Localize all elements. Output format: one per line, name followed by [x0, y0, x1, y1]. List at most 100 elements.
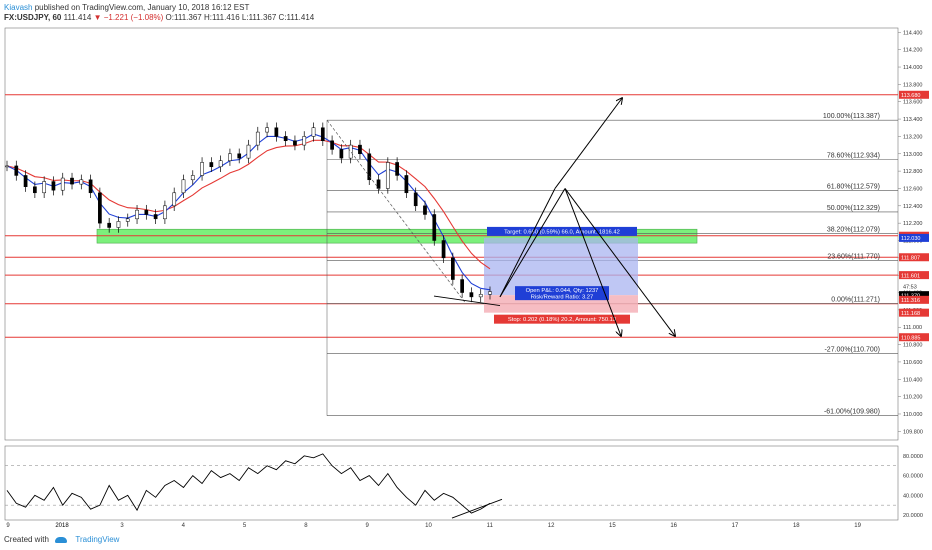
pnl-label-box — [515, 286, 609, 301]
price-candle — [33, 186, 37, 194]
axis-badge — [899, 233, 929, 242]
target-label: Target: 0.660 (0.59%) 66.0, Amount: 1816… — [504, 229, 620, 235]
scenario-arrow — [499, 188, 556, 298]
price-candle — [413, 192, 418, 207]
price-candle — [283, 136, 288, 142]
y-tick-label: 110.800 — [903, 343, 922, 349]
symbol-label[interactable]: FX:USDJPY, 60 — [4, 13, 62, 22]
price-candle — [172, 192, 177, 207]
price-candle — [228, 153, 232, 161]
slow-moving-average — [6, 139, 491, 270]
level-badge-label: 113.680 — [901, 93, 920, 99]
price-candle — [135, 209, 139, 220]
price-candle — [190, 175, 195, 181]
price-candle — [42, 181, 47, 194]
rsi-tick-label: 60.0000 — [903, 474, 923, 480]
price-candle — [488, 291, 492, 295]
y-tick-label: 109.800 — [903, 429, 923, 435]
rsi-line — [6, 453, 491, 514]
price-candle — [60, 177, 65, 191]
y-tick-label: 110.400 — [903, 377, 922, 383]
level-badge-label: 111.807 — [901, 255, 920, 261]
tradingview-brand[interactable]: TradingView — [75, 535, 120, 544]
y-tick-label: 113.000 — [903, 152, 922, 158]
price-candle — [311, 127, 316, 137]
price-candle — [79, 179, 84, 185]
y-tick-label: 112.800 — [903, 169, 922, 175]
y-tick-label: 110.200 — [903, 395, 922, 401]
scenario-arrow — [499, 188, 566, 298]
y-tick-label: 112.400 — [903, 204, 922, 210]
target-zone — [484, 237, 638, 296]
price-candle — [432, 214, 437, 241]
y-tick-label: 111.000 — [903, 325, 922, 331]
price-candle — [163, 205, 167, 220]
price-candle — [320, 127, 325, 142]
price-candle — [367, 153, 372, 181]
price-change: ▼ −1.221 (−1.08%) — [93, 13, 164, 22]
x-tick-label: 10 — [425, 523, 432, 529]
fib-trend-line — [326, 119, 467, 304]
scenario-arrow — [554, 98, 622, 189]
price-candle — [14, 165, 19, 176]
price-candle — [339, 149, 344, 159]
x-tick-label: 9 — [366, 523, 370, 529]
price-candle — [237, 153, 242, 159]
target-label-box — [487, 226, 637, 236]
pnl-label: Open P&L: 0.044, Qty: 1237 — [526, 288, 599, 294]
last-price: 111.414 — [63, 13, 92, 22]
y-tick-label: 110.000 — [903, 412, 922, 418]
fib-level-label: 50.00%(112.329) — [827, 205, 880, 212]
price-candle — [460, 279, 464, 293]
level-badge-label: 111.601 — [901, 273, 920, 279]
price-candle — [302, 136, 307, 146]
footer: Created with TradingView — [4, 535, 119, 544]
price-candle — [450, 257, 455, 280]
price-candle — [51, 181, 56, 191]
axis-badge-label: 111.316 — [901, 298, 920, 304]
fib-level-label: 78.60%(112.934) — [827, 152, 880, 159]
rr-label: Risk/Reward Ratio: 3.27 — [531, 295, 594, 301]
price-candle — [348, 144, 353, 159]
y-tick-label: 112.600 — [903, 186, 922, 192]
axis-badge-label: 111.168 — [901, 311, 920, 317]
price-candle — [330, 140, 334, 150]
author-name[interactable]: Kiavash — [4, 3, 33, 12]
price-candle — [23, 175, 28, 187]
chart-header-line2: FX:USDJPY, 60 111.414 ▼ −1.221 (−1.08%) … — [4, 13, 314, 22]
y-tick-label: 113.400 — [903, 117, 922, 123]
rsi-tick-label: 80.0000 — [903, 454, 923, 460]
rsi-trend-line — [451, 498, 503, 519]
x-tick-label: 17 — [732, 523, 739, 529]
y-tick-label: 113.800 — [903, 82, 922, 88]
x-tick-label: 5 — [243, 523, 247, 529]
price-candle — [70, 177, 74, 185]
fib-level-label: 61.80%(112.579) — [827, 183, 880, 190]
stop-label: Stop: 0.202 (0.18%) 20.2, Amount: 750.13 — [508, 317, 616, 323]
x-tick-label: 16 — [670, 523, 677, 529]
level-badge-label: 110.885 — [901, 335, 920, 341]
price-candle — [441, 240, 446, 259]
level-badge — [899, 271, 929, 280]
axis-badge — [899, 291, 929, 300]
level-badge — [899, 90, 929, 99]
price-candle — [358, 144, 362, 155]
price-candle — [125, 218, 130, 222]
chart-header-line1: Kiavash published on TradingView.com, Ja… — [4, 3, 249, 12]
price-candle — [274, 127, 279, 137]
price-candle — [181, 179, 186, 194]
stop-label-box — [494, 314, 630, 324]
fib-level-label: 100.00%(113.387) — [823, 113, 880, 120]
level-badge — [899, 253, 929, 262]
price-candle — [107, 222, 112, 228]
price-candle — [116, 221, 121, 228]
price-candle — [153, 214, 158, 220]
price-candle — [423, 205, 427, 215]
y-tick-label: 112.200 — [903, 221, 922, 227]
price-candle — [200, 162, 204, 176]
y-tick-label: 113.200 — [903, 134, 922, 140]
price-candle — [404, 175, 409, 194]
price-candle — [88, 179, 93, 194]
published-text: published on TradingView.com, January 10… — [32, 3, 250, 12]
